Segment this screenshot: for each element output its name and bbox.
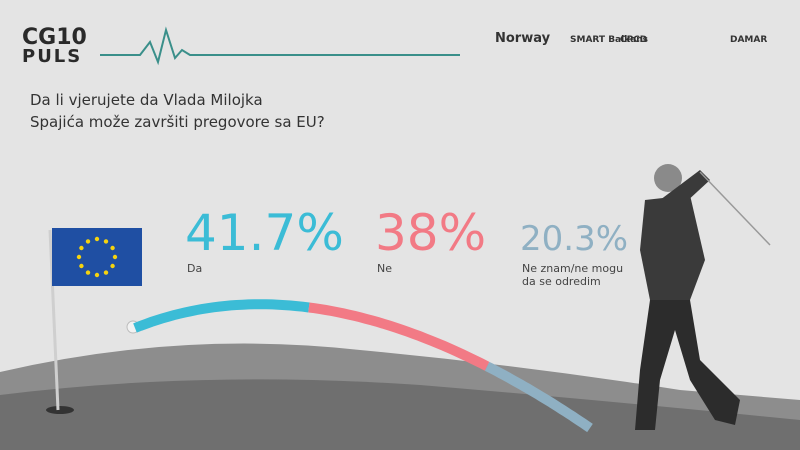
question-line: Spajića može završiti pregovore sa EU?	[30, 113, 325, 131]
star	[103, 239, 109, 244]
pulse-line	[100, 26, 460, 66]
category-label: Ne znam/ne mogu da se odredim	[522, 262, 623, 288]
sponsor: CPCD	[620, 35, 647, 45]
arc-segment	[133, 299, 310, 333]
question-line: Da li vjerujete da Vlada Milojka	[30, 91, 263, 109]
flag-pole	[48, 229, 60, 411]
star	[94, 272, 100, 278]
value-label: 41.7%	[185, 204, 344, 262]
sponsor: Norway	[495, 31, 551, 46]
golfer	[635, 164, 771, 430]
hole	[46, 406, 74, 414]
flag-stars	[76, 236, 118, 278]
question: Da li vjerujete da Vlada Milojka Spajića …	[30, 91, 325, 131]
star	[76, 254, 82, 260]
star	[85, 270, 91, 275]
hill-front	[0, 379, 800, 450]
star	[85, 239, 91, 244]
value-label: 20.3%	[520, 219, 628, 259]
star	[110, 245, 115, 251]
value-label: 38%	[375, 204, 486, 262]
star	[110, 263, 115, 269]
sponsor: SMART Balkans	[570, 35, 648, 45]
category-label: Ne	[377, 262, 392, 275]
arc-segment	[308, 302, 490, 371]
star	[79, 263, 84, 269]
sponsor: DAMAR	[730, 35, 767, 45]
logo-bottom: PULS	[22, 46, 82, 67]
star	[94, 236, 100, 242]
star	[79, 245, 84, 251]
category-label: Da	[187, 262, 202, 275]
arc-segment	[484, 361, 593, 433]
logo-top: CG10	[22, 25, 87, 50]
star	[112, 254, 118, 260]
star	[103, 270, 109, 275]
eu-flag	[52, 228, 142, 286]
